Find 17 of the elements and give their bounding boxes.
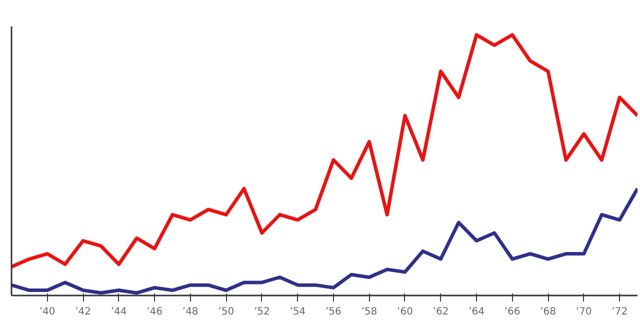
x-tick-label: ’58 [361, 306, 378, 318]
x-tick-label: ’72 [612, 306, 628, 318]
x-tick-label: ’62 [432, 306, 449, 318]
x-tick-label: ’52 [254, 306, 270, 318]
x-tick-label: ’40 [39, 306, 56, 318]
x-tick-label: ’54 [290, 306, 306, 318]
x-tick-label: ’68 [540, 306, 556, 318]
x-tick-label: ’66 [504, 306, 520, 318]
x-tick-label: ’70 [576, 306, 592, 318]
x-tick-label: ’50 [218, 306, 234, 318]
x-tick-label: ’60 [397, 306, 413, 318]
x-tick-label: ’48 [182, 306, 198, 318]
x-tick-label: ’46 [146, 306, 163, 318]
x-tick-label: ’42 [75, 306, 91, 318]
x-tick-label: ’56 [325, 306, 342, 318]
x-tick-label: ’64 [468, 306, 484, 318]
x-tick-label: ’44 [110, 306, 127, 318]
